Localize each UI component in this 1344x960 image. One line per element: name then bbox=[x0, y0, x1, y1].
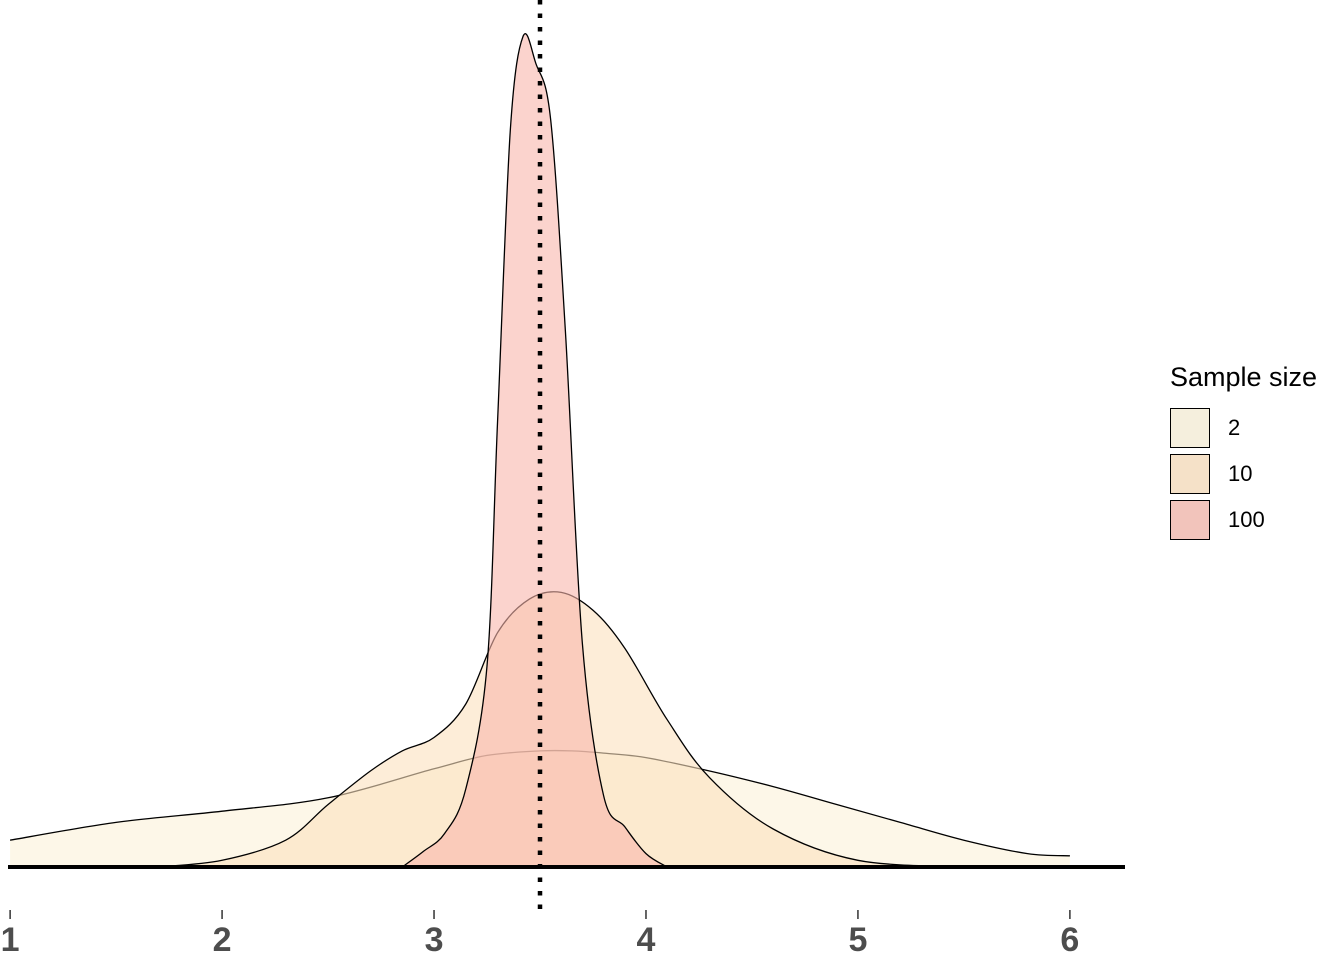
density-areas bbox=[9, 33, 1070, 868]
x-tick-label: 2 bbox=[213, 921, 232, 959]
x-tick-label: 1 bbox=[1, 921, 20, 959]
legend-item-100: 100 bbox=[1170, 497, 1317, 543]
legend-key-swatch bbox=[1170, 408, 1210, 448]
x-tick-label: 4 bbox=[637, 921, 656, 959]
density-outline-100 bbox=[401, 33, 668, 868]
legend-key-swatch bbox=[1170, 454, 1210, 494]
legend-title: Sample size bbox=[1170, 362, 1318, 392]
legend-label: 10 bbox=[1228, 461, 1253, 486]
x-tick-label: 5 bbox=[848, 921, 867, 959]
x-tick-label: 3 bbox=[425, 921, 444, 959]
x-tick-label: 6 bbox=[1060, 921, 1079, 959]
x-axis-ticks: 1 2 3 4 5 6 bbox=[1, 910, 1079, 959]
legend-label: 100 bbox=[1228, 507, 1265, 532]
legend-key-swatch bbox=[1170, 500, 1210, 540]
legend-item-10: 10 bbox=[1170, 451, 1317, 497]
legend-label: 2 bbox=[1228, 415, 1241, 440]
legend: Sample size 2 10 100 bbox=[1170, 362, 1317, 543]
density-area-100 bbox=[402, 33, 668, 868]
legend-item-2: 2 bbox=[1170, 405, 1317, 451]
legend-items: 2 10 100 bbox=[1170, 405, 1317, 543]
